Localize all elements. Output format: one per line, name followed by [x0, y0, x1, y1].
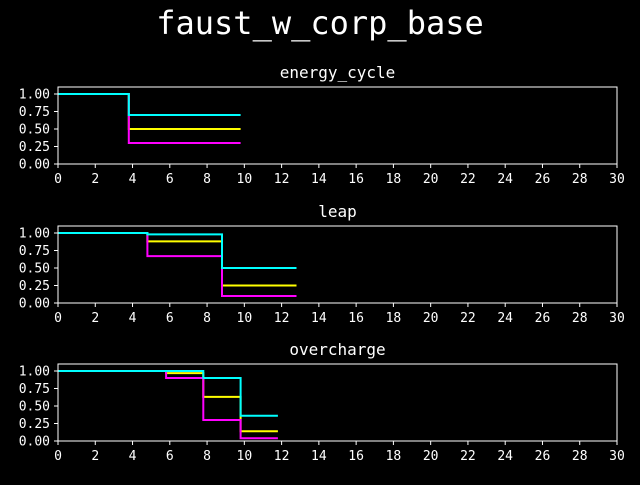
x-tick-label: 6 [166, 172, 174, 187]
x-tick-label: 18 [386, 311, 402, 326]
x-tick-label: 24 [497, 172, 513, 187]
axes-frame [57, 86, 618, 165]
x-tick-label: 20 [423, 311, 439, 326]
series-line-3 [58, 370, 278, 417]
y-tick-label: 0.25 [19, 279, 50, 294]
y-tick-label: 0.00 [19, 158, 50, 173]
x-tick-label: 30 [609, 311, 625, 326]
x-tick-label: 18 [386, 449, 402, 464]
y-tick-label: 0.50 [19, 123, 50, 138]
x-tick-label: 2 [91, 449, 99, 464]
y-tick-label: 0.50 [19, 262, 50, 277]
x-tick-label: 26 [535, 172, 551, 187]
y-tick-label: 1.00 [19, 365, 50, 380]
axes-frame [57, 363, 618, 442]
x-tick-label: 0 [54, 172, 62, 187]
x-tick-label: 28 [572, 311, 588, 326]
series-line-3 [58, 232, 297, 269]
x-tick-label: 28 [572, 449, 588, 464]
y-tick-label: 0.75 [19, 244, 50, 259]
x-tick-label: 28 [572, 172, 588, 187]
x-tick-label: 2 [91, 172, 99, 187]
x-tick-label: 26 [535, 449, 551, 464]
x-tick-label: 4 [129, 449, 137, 464]
x-tick-label: 2 [91, 311, 99, 326]
x-tick-label: 8 [203, 449, 211, 464]
series-line-1 [58, 370, 278, 433]
x-tick-label: 6 [166, 311, 174, 326]
x-tick-label: 6 [166, 449, 174, 464]
x-tick-label: 26 [535, 311, 551, 326]
axes-frame [57, 225, 618, 304]
x-tick-label: 22 [460, 449, 476, 464]
y-tick-label: 0.50 [19, 400, 50, 415]
x-tick-label: 24 [497, 311, 513, 326]
x-tick-label: 8 [203, 172, 211, 187]
x-tick-label: 16 [348, 172, 364, 187]
series-line-2 [58, 232, 297, 297]
x-tick-label: 10 [237, 172, 253, 187]
y-tick-label: 0.25 [19, 140, 50, 155]
series-line-1 [58, 232, 297, 287]
subplot-title: energy_cycle [280, 63, 396, 82]
y-tick-label: 0.25 [19, 417, 50, 432]
x-tick-label: 0 [54, 449, 62, 464]
x-tick-label: 22 [460, 311, 476, 326]
x-tick-label: 18 [386, 172, 402, 187]
y-tick-label: 1.00 [19, 227, 50, 242]
x-tick-label: 14 [311, 311, 327, 326]
y-tick-label: 0.00 [19, 435, 50, 450]
x-tick-label: 4 [129, 311, 137, 326]
x-tick-label: 0 [54, 311, 62, 326]
subplot-title: overcharge [289, 340, 385, 359]
x-tick-label: 30 [609, 172, 625, 187]
x-tick-label: 4 [129, 172, 137, 187]
series-line-3 [58, 93, 241, 116]
x-tick-label: 16 [348, 449, 364, 464]
x-tick-label: 12 [274, 449, 290, 464]
x-tick-label: 20 [423, 449, 439, 464]
figure-title: faust_w_corp_base [156, 4, 484, 42]
y-tick-label: 0.75 [19, 105, 50, 120]
x-tick-label: 16 [348, 311, 364, 326]
x-tick-label: 10 [237, 311, 253, 326]
x-tick-label: 30 [609, 449, 625, 464]
x-tick-label: 8 [203, 311, 211, 326]
y-tick-label: 0.75 [19, 382, 50, 397]
x-tick-label: 12 [274, 172, 290, 187]
x-tick-label: 20 [423, 172, 439, 187]
subplot-title: leap [318, 202, 357, 221]
x-tick-label: 10 [237, 449, 253, 464]
y-tick-label: 0.00 [19, 297, 50, 312]
x-tick-label: 22 [460, 172, 476, 187]
series-line-1 [58, 93, 241, 130]
x-tick-label: 14 [311, 449, 327, 464]
series-line-2 [58, 370, 278, 440]
y-tick-label: 1.00 [19, 88, 50, 103]
x-tick-label: 12 [274, 311, 290, 326]
x-tick-label: 14 [311, 172, 327, 187]
series-line-2 [58, 93, 241, 144]
x-tick-label: 24 [497, 449, 513, 464]
